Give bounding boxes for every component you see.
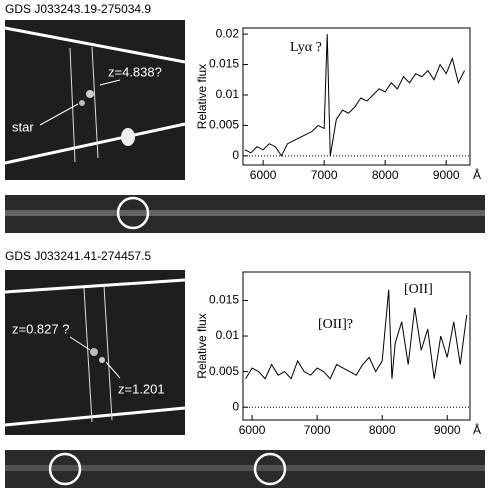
slit-edge <box>4 26 186 64</box>
panel-title: GDS J033241.41-274457.5 <box>5 249 151 263</box>
y-tick-label: 0.005 <box>209 364 239 378</box>
y-tick-label: 0.01 <box>216 87 240 101</box>
source <box>90 348 98 356</box>
pointer <box>105 361 121 379</box>
spectrum-line <box>244 34 465 157</box>
x-tick-label: 8000 <box>372 168 399 182</box>
y-tick-label: 0.015 <box>209 57 239 71</box>
x-tick-label: 9000 <box>434 423 461 437</box>
marker-circle <box>116 196 150 230</box>
y-axis-label: Relative flux <box>195 313 209 378</box>
plot-frame <box>242 27 471 166</box>
y-tick-label: 0.02 <box>216 26 240 40</box>
y-tick-label: 0.005 <box>209 118 239 132</box>
x-tick-label: 9000 <box>433 168 460 182</box>
slit <box>91 46 99 159</box>
x-tick-label: 6000 <box>239 423 266 437</box>
x-tick-label: 7000 <box>311 168 338 182</box>
source <box>86 90 94 98</box>
pointer <box>69 336 91 351</box>
slit <box>103 285 113 421</box>
annotation: [OII]? <box>318 317 353 332</box>
x-axis-label: Å <box>473 422 481 437</box>
plot-frame <box>242 271 471 421</box>
spectrum-line <box>245 289 468 380</box>
x-tick-label: 6000 <box>250 168 277 182</box>
y-tick-label: 0 <box>232 148 239 162</box>
trace <box>5 210 485 216</box>
image-label: z=1.201 <box>118 381 165 396</box>
pointer <box>99 79 121 86</box>
source <box>99 357 105 363</box>
pointer <box>39 103 79 126</box>
slit-edge <box>4 278 186 294</box>
marker-circle <box>253 452 287 486</box>
x-tick-label: 7000 <box>304 423 331 437</box>
image-label: star <box>12 119 34 134</box>
slit <box>83 287 93 423</box>
x-axis-label: Å <box>473 167 481 182</box>
annotation: [OII] <box>404 282 433 297</box>
trace <box>5 465 485 471</box>
y-tick-label: 0 <box>232 399 239 413</box>
slit <box>69 47 76 163</box>
y-axis-label: Relative flux <box>195 64 209 129</box>
annotation: Lyα ? <box>290 40 322 55</box>
y-tick-label: 0.015 <box>209 293 239 307</box>
y-tick-label: 0.01 <box>216 328 240 342</box>
image-label: z=0.827 ? <box>12 321 69 336</box>
source <box>79 100 85 106</box>
slit-edge <box>4 406 186 427</box>
source <box>121 128 135 146</box>
marker-circle <box>48 452 82 486</box>
image-label: z=4.838? <box>108 64 162 79</box>
panel-title: GDS J033243.19-275034.9 <box>5 2 151 16</box>
x-tick-label: 8000 <box>369 423 396 437</box>
slit-edge <box>4 122 186 165</box>
